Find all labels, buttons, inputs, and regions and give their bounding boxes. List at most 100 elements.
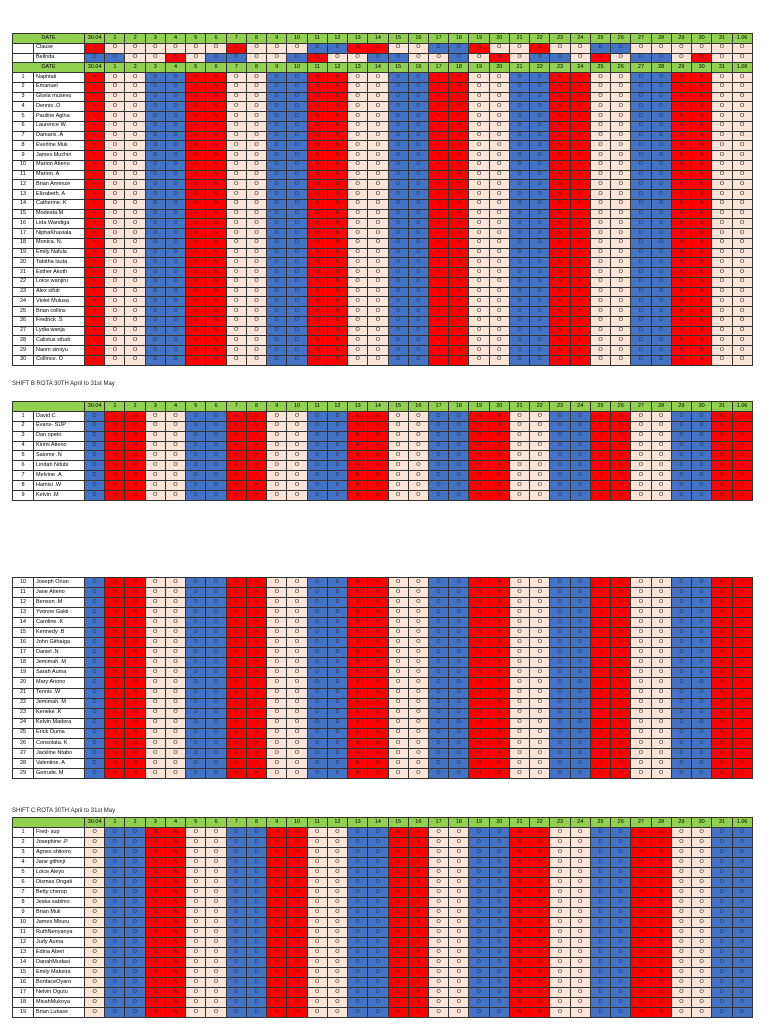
shift-cell: O [610,286,632,298]
shift-cell: O [529,747,551,759]
shift-cell: N [225,757,247,769]
shift-cell: O [286,480,308,492]
shift-cell: O [306,927,328,938]
shift-cell: O [610,276,632,288]
shift-cell: O [549,857,571,868]
shift-cell: D [650,198,672,210]
shift-cell: O [650,757,672,769]
shift-cell: O [691,937,713,948]
shift-cell: N [569,81,591,93]
shift-cell: O [630,677,652,689]
shift-cell: N [387,877,409,888]
shift-cell: D [387,276,409,288]
shift-cell: O [711,72,733,83]
shift-cell: O [488,325,510,337]
shift-cell: D [508,228,531,239]
shift-cell: D [367,947,389,958]
shift-cell: O [711,179,733,190]
shift-cell: N [529,887,551,898]
shift-cell: O [104,306,126,317]
shift-cell: D [83,410,106,422]
shift-cell: D [569,576,591,589]
shift-cell: O [347,101,369,112]
shift-cell: N [468,440,490,452]
shift-cell: O [367,325,389,337]
shift-cell: N [427,150,450,161]
day-header: 13 [347,401,369,412]
staff-row: 9 James Muchiri N O O D D N N O O D D N N O O D D N N O O D D N N O… [12,150,753,161]
shift-cell: O [286,42,308,54]
shift-cell: D [448,747,470,759]
shift-cell: O [650,767,672,779]
shift-cell: N [670,315,693,327]
staff-name: Dismas Ongati [33,877,85,888]
shift-cell: D [529,335,551,346]
shift-cell: O [691,1007,713,1018]
shift-cell: D [104,957,126,968]
shift-cell: N [427,218,450,229]
staff-name: Kelvin .M [33,490,85,501]
staff-name: Valentine. A [33,757,85,769]
shift-cell: N [589,460,612,472]
shift-cell: N [144,957,166,968]
shift-cell: N [650,907,672,918]
shift-cell: N [427,354,450,366]
shift-cell: O [306,907,328,918]
shift-cell: D [650,159,672,171]
staff-name: Laurence W. [32,120,86,132]
row-number: 6 [12,120,34,132]
shift-cell: O [347,325,369,337]
shift-cell: D [670,576,693,589]
shift-cell: O [711,150,733,161]
shift-cell: O [326,937,349,948]
shift-cell: D [326,717,349,729]
shift-cell: N [266,867,288,878]
day-header: 11 [306,62,328,73]
shift-cell: D [610,1007,632,1018]
row-number: 27 [12,747,34,759]
shift-cell: N [225,576,247,589]
shift-cell: N [387,897,409,908]
shift-cell: N [387,917,409,928]
shift-cell: D [286,306,308,317]
shift-cell: N [407,917,429,928]
shift-cell: D [225,947,247,958]
shift-cell: D [124,967,146,978]
shift-cell: N [670,257,693,268]
shift-cell: O [347,237,369,249]
staff-row: 6 Lindah Ndubi D N N O O D D N N O O D D N N O O D D N N O O D D N N… [12,460,753,472]
shift-cell: D [691,420,713,432]
day-header: 31 [711,401,733,412]
shift-cell: O [569,907,591,918]
shift-cell: O [508,697,531,709]
day-header: 16 [407,401,429,412]
shift-cell: N [286,917,308,928]
shift-cell: N [326,81,349,93]
shift-cell: O [508,420,531,432]
shift-cell: D [124,897,146,908]
staff-name: Betty cherop [33,887,85,898]
shift-cell: N [508,937,531,948]
shift-cell: O [589,91,612,103]
shift-cell: N [488,767,510,779]
shift-cell: O [670,897,693,908]
shift-cell: D [549,52,571,64]
shift-cell: O [387,490,409,501]
shift-cell: O [286,657,308,669]
shift-cell: O [468,179,490,190]
shift-cell: D [508,257,531,268]
shift-cell: D [448,607,470,619]
shift-cell: N [711,587,733,599]
shift-cell: D [144,286,166,298]
shift-cell: D [529,208,551,220]
shift-cell: D [306,737,328,749]
shift-cell: O [488,276,510,288]
shift-cell: O [245,140,268,151]
shift-cell: O [144,767,166,779]
shift-cell: D [245,957,268,968]
shift-cell: N [407,947,429,958]
shift-cell: O [549,1007,571,1018]
shift-cell: N [245,677,268,689]
shift-cell: O [691,917,713,928]
